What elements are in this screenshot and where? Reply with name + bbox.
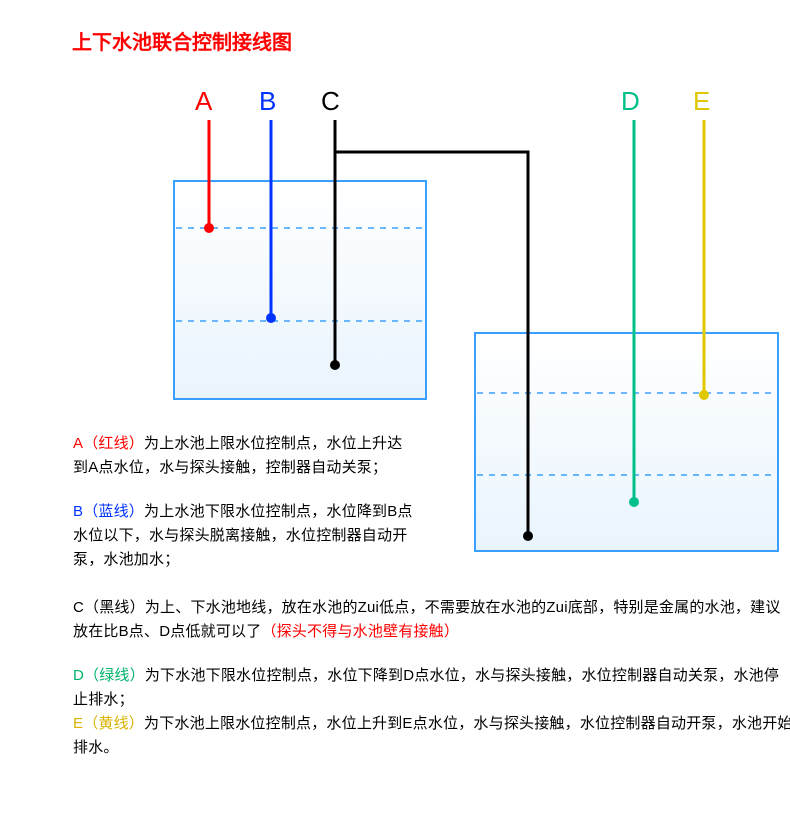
desc-e-label: E（黄线） bbox=[73, 715, 144, 732]
probe-e-tip bbox=[699, 390, 709, 400]
desc-e-text: 为下水池上限水位控制点，水位上升到E点水位，水与探头接触，水位控制器自动开泵，水… bbox=[73, 715, 790, 756]
desc-c-label: C（黑线） bbox=[73, 599, 145, 616]
desc-c: C（黑线）为上、下水池地线，放在水池的Zui低点，不需要放在水池的Zui底部，特… bbox=[73, 596, 790, 644]
desc-d-text: 为下水池下限水位控制点，水位下降到D点水位，水与探头接触，水位控制器自动关泵，水… bbox=[73, 667, 779, 708]
desc-c-warn: （探头不得与水池壁有接触） bbox=[261, 623, 459, 640]
lower-tank bbox=[475, 333, 778, 551]
upper-tank bbox=[174, 181, 426, 399]
desc-d-label: D（绿线） bbox=[73, 667, 145, 684]
probe-c-tip-upper bbox=[330, 360, 340, 370]
desc-d: D（绿线）为下水池下限水位控制点，水位下降到D点水位，水与探头接触，水位控制器自… bbox=[73, 664, 790, 712]
desc-b-label: B（蓝线） bbox=[73, 503, 144, 520]
page-root: 上下水池联合控制接线图 A B C D E bbox=[0, 0, 790, 830]
desc-a: A（红线）为上水池上限水位控制点，水位上升达到A点水位，水与探头接触，控制器自动… bbox=[73, 432, 413, 480]
probe-a-tip bbox=[204, 223, 214, 233]
desc-b: B（蓝线）为上水池下限水位控制点，水位降到B点水位以下，水与探头脱离接触，水位控… bbox=[73, 500, 418, 572]
desc-a-label: A（红线） bbox=[73, 435, 144, 452]
desc-e: E（黄线）为下水池上限水位控制点，水位上升到E点水位，水与探头接触，水位控制器自… bbox=[73, 712, 790, 760]
probe-c-tip-lower bbox=[523, 531, 533, 541]
probe-b-tip bbox=[266, 313, 276, 323]
probe-d-tip bbox=[629, 497, 639, 507]
